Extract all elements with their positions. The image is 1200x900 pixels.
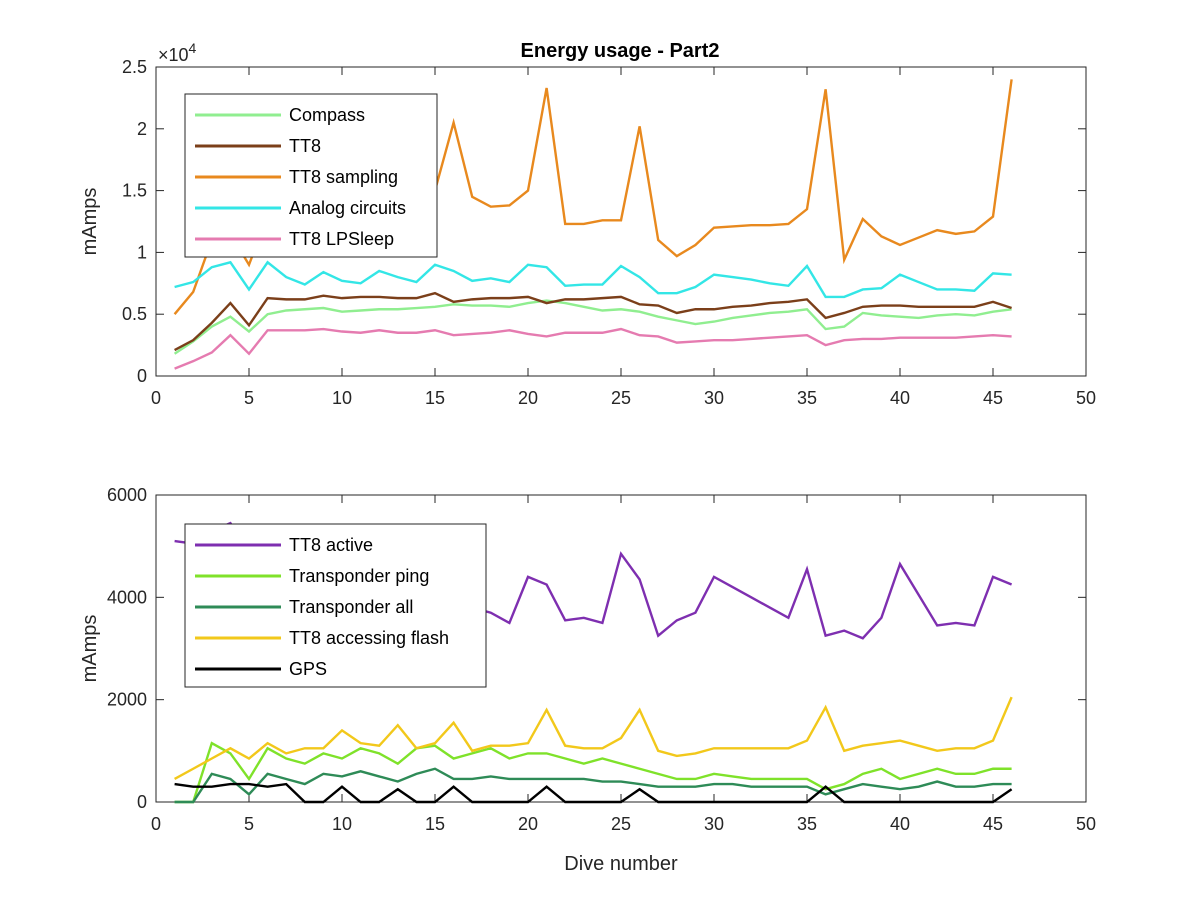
series-line-4	[174, 327, 1012, 370]
legend-label: Transponder all	[289, 597, 413, 617]
chart-bottom: 0 5 10 15 20 25 30 35 40 45 50 0 2000 4000 6000 mAmps Di…	[79, 485, 1096, 875]
figure-title: Energy usage - Part2	[521, 40, 720, 62]
x-tick-label: 30	[704, 388, 724, 408]
legend: TT8 active Transponder ping Transponder al…	[184, 523, 487, 688]
y-tick-label: 1.5	[122, 181, 147, 201]
y-axis-label: mAmps	[79, 615, 101, 683]
y-tick-label: 1	[137, 242, 147, 262]
y-tick-label: 4000	[107, 587, 147, 607]
y-tick-label: 2	[137, 119, 147, 139]
y-exponent-power: 4	[189, 40, 197, 56]
series-points-1	[174, 293, 1012, 351]
x-tick-label: 5	[244, 388, 254, 408]
x-tick-label: 0	[151, 388, 161, 408]
legend-label: GPS	[289, 659, 327, 679]
series-points-3	[174, 262, 1012, 297]
legend-label: Analog circuits	[289, 198, 406, 218]
legend-label: TT8 active	[289, 535, 373, 555]
legend-label: TT8 sampling	[289, 167, 398, 187]
series-points-4	[174, 329, 1012, 369]
x-tick-label: 20	[518, 388, 538, 408]
legend-label: TT8 accessing flash	[289, 628, 449, 648]
series-line-0	[173, 299, 1012, 355]
x-tick-label: 15	[425, 388, 445, 408]
y-tick-label: 0	[137, 366, 147, 386]
y-exponent-base: ×10	[158, 45, 189, 65]
y-tick-label: 6000	[107, 485, 147, 505]
y-tick-label: 2000	[107, 690, 147, 710]
series-points-3	[174, 697, 1012, 779]
legend-label: Transponder ping	[289, 566, 429, 586]
y-exponent-label: ×104	[158, 40, 197, 65]
series-points-2	[174, 768, 1012, 803]
x-tick-label: 10	[332, 388, 352, 408]
x-tick-label: 25	[611, 388, 631, 408]
y-tick-label: 2.5	[122, 57, 147, 77]
x-tick-label: 50	[1076, 388, 1096, 408]
x-axis-label: Dive number	[564, 853, 678, 875]
series-points-4	[174, 784, 1012, 803]
y-axis-label: mAmps	[79, 188, 101, 256]
x-tick-label: 45	[983, 814, 1003, 834]
x-tick-label: 25	[611, 814, 631, 834]
legend-label: TT8	[289, 136, 321, 156]
legend: Compass TT8 TT8 sampling Analog circuits TT8…	[184, 93, 438, 258]
series-line-3	[174, 260, 1012, 299]
y-tick-label: 0	[137, 792, 147, 812]
legend-label: Compass	[289, 105, 365, 125]
x-tick-label: 35	[797, 388, 817, 408]
x-tick-label: 20	[518, 814, 538, 834]
x-tick-label: 45	[983, 388, 1003, 408]
series-line-1	[174, 291, 1012, 352]
x-tick-label: 0	[151, 814, 161, 834]
x-tick-label: 30	[704, 814, 724, 834]
chart-top: 0 5 10 15 20 25 30 35 40 45 50 0 0.5 1 1.5 2 2.5 ×104 mAmp…	[79, 40, 1096, 408]
series-line-2	[174, 767, 1012, 804]
series-line-3	[174, 696, 1013, 781]
x-tick-label: 5	[244, 814, 254, 834]
x-tick-label: 15	[425, 814, 445, 834]
y-tick-label: 0.5	[122, 304, 147, 324]
x-tick-label: 35	[797, 814, 817, 834]
x-tick-label: 40	[890, 388, 910, 408]
x-tick-label: 50	[1076, 814, 1096, 834]
legend-label: TT8 LPSleep	[289, 229, 394, 249]
series-line-1	[174, 741, 1012, 804]
x-tick-label: 40	[890, 814, 910, 834]
x-tick-label: 10	[332, 814, 352, 834]
series-line-4	[174, 782, 1013, 804]
